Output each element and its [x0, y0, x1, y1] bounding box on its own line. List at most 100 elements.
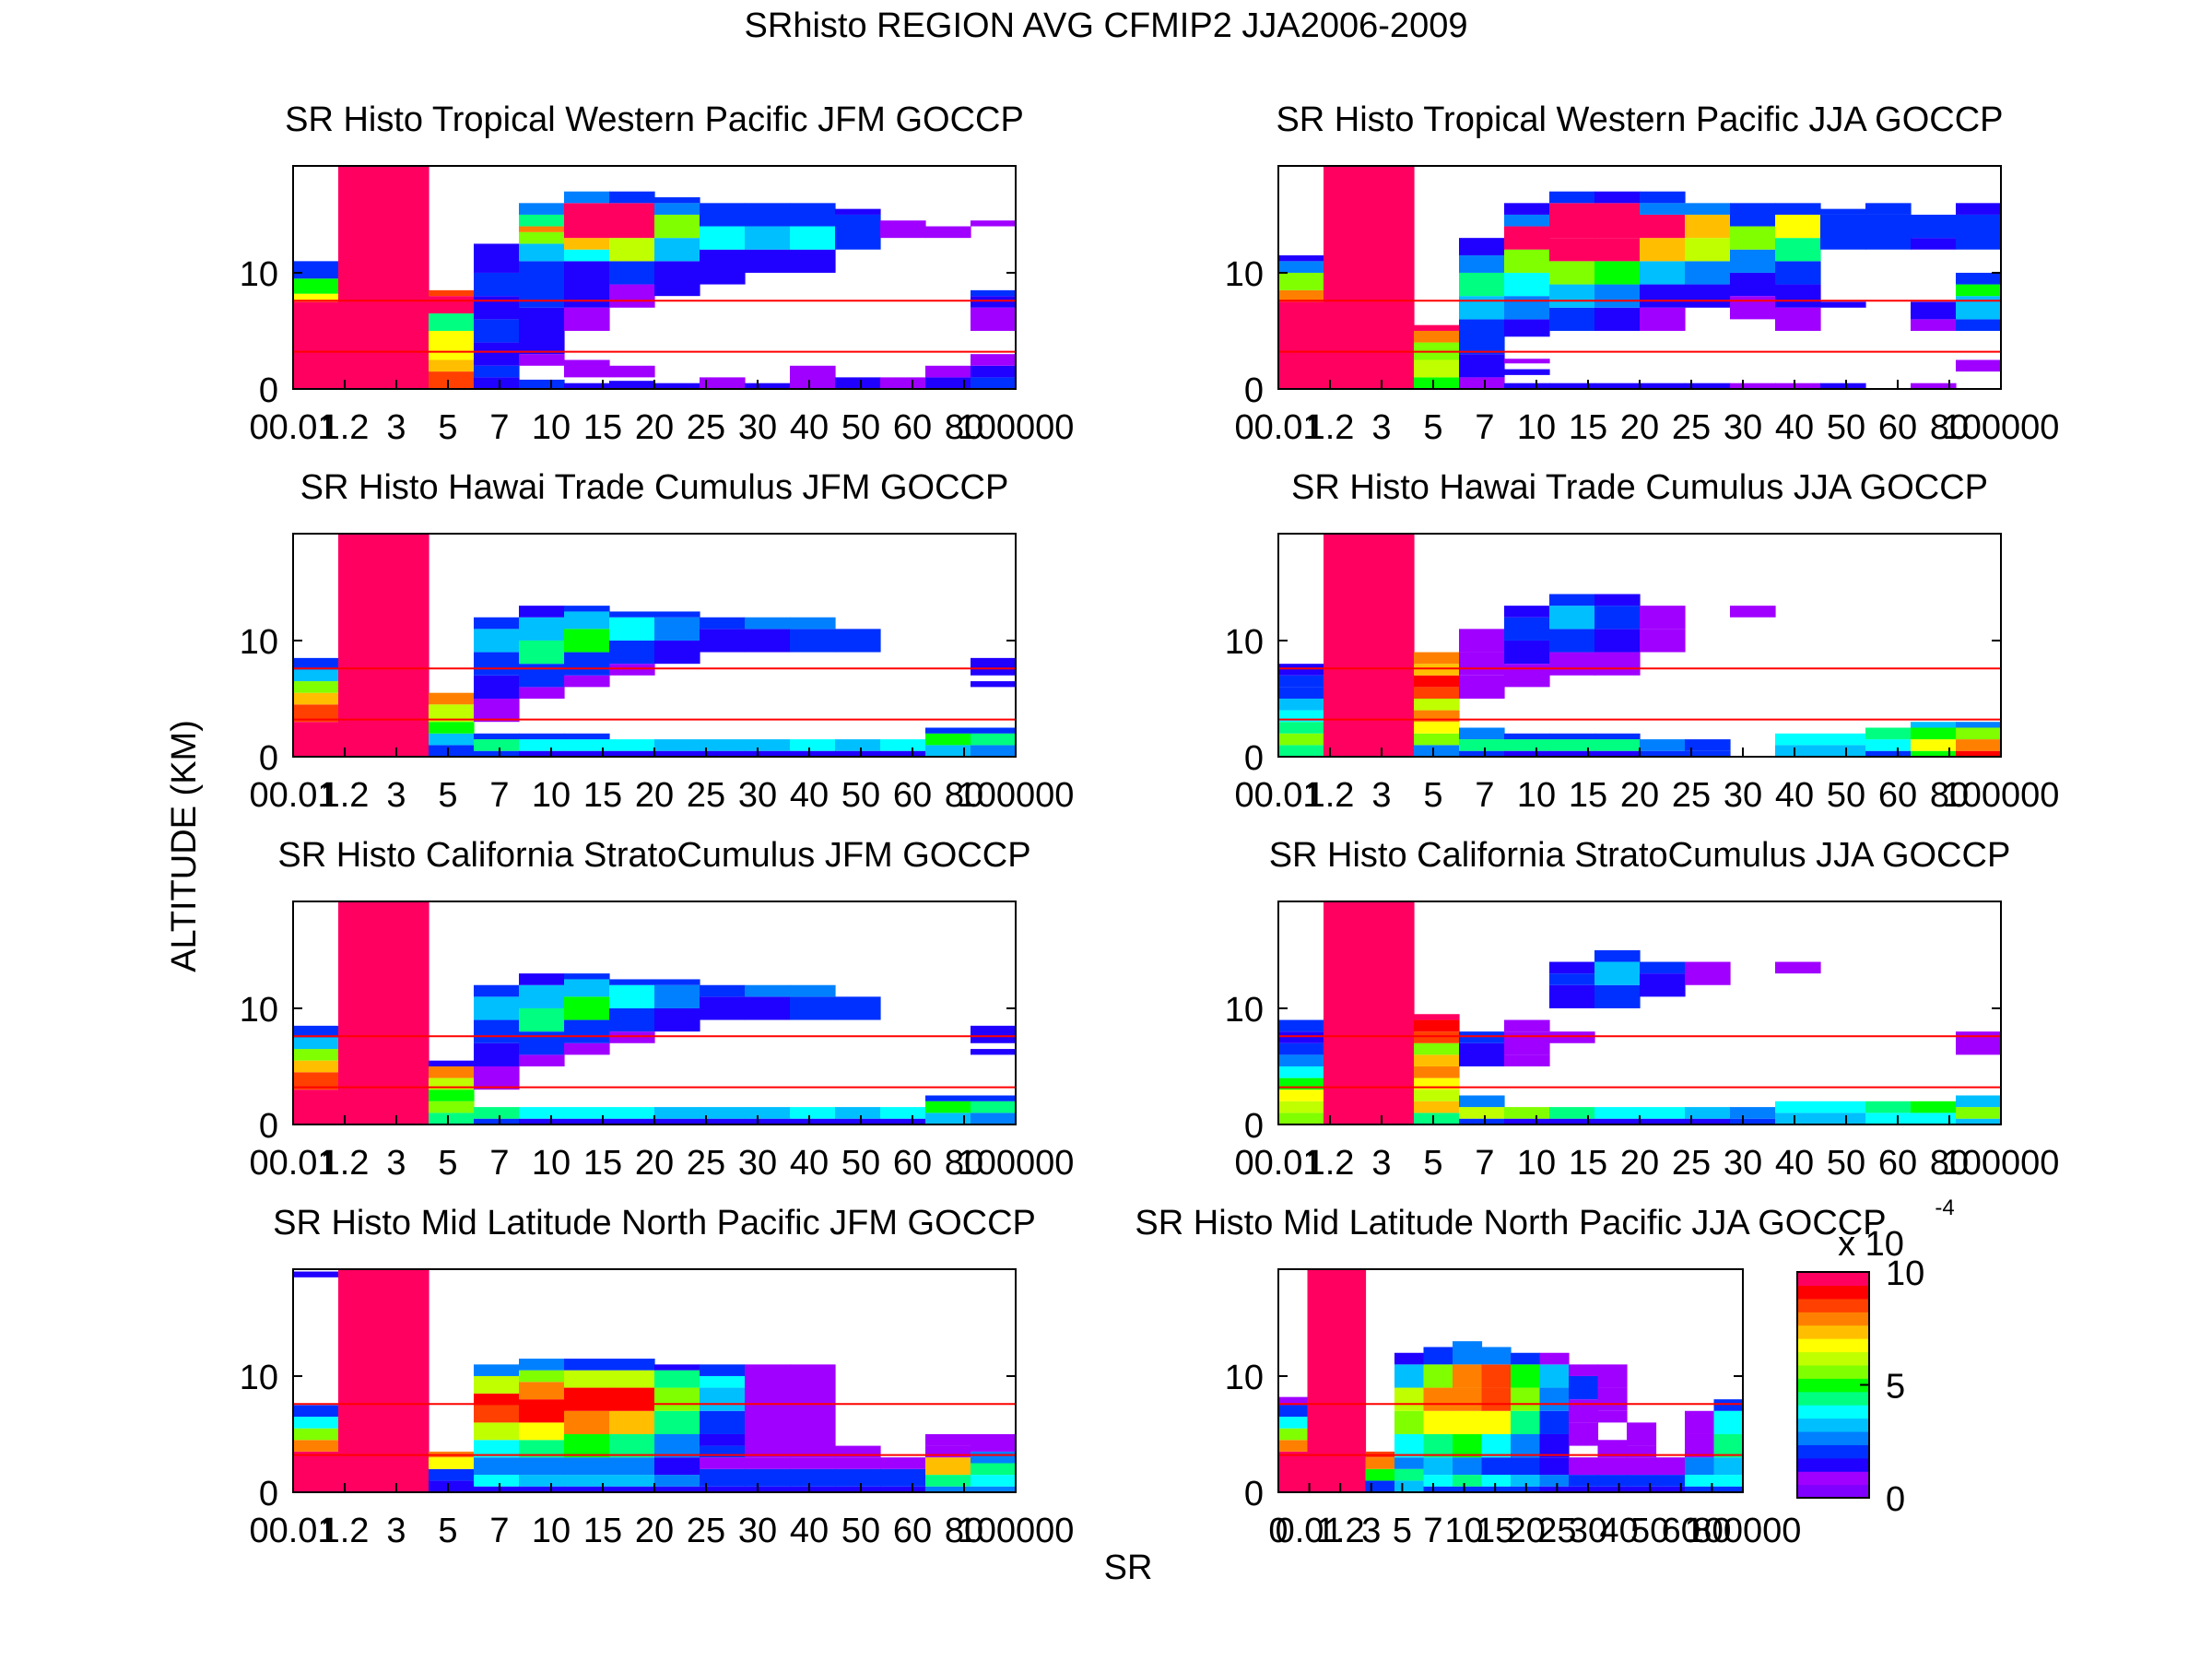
heatmap-cell — [654, 1486, 700, 1492]
x-tick-label: 3 — [1371, 776, 1391, 815]
y-tick-label: 10 — [240, 991, 278, 1030]
heatmap-cell — [1453, 1410, 1483, 1434]
x-tick-label: 50 — [1827, 408, 1865, 447]
heatmap-cell — [1459, 238, 1505, 256]
x-tick-label: 100000 — [1943, 408, 2060, 447]
heatmap-cell — [654, 214, 700, 239]
heatmap-cell — [293, 1025, 339, 1038]
heatmap-cell — [338, 1269, 384, 1492]
heatmap-cell — [1336, 1269, 1367, 1492]
heatmap-cell — [564, 733, 610, 740]
heatmap-cell — [1597, 1387, 1628, 1411]
heatmap-cell — [474, 1042, 520, 1066]
heatmap-cell — [1685, 1475, 1715, 1487]
heatmap-cell — [609, 1370, 655, 1388]
heatmap-cell — [609, 1410, 655, 1434]
x-tick-label: 25 — [687, 1144, 725, 1183]
heatmap-cell — [519, 1359, 565, 1371]
heatmap-cell — [1365, 1480, 1395, 1492]
colorbar-swatch — [1797, 1324, 1869, 1339]
heatmap-cell — [1775, 238, 1821, 262]
heatmap-cell — [1685, 284, 1731, 308]
x-tick-label: 1.2 — [1306, 1144, 1355, 1183]
heatmap-cell — [474, 984, 520, 997]
heatmap-cell — [1956, 284, 2002, 297]
heatmap-cell — [1594, 961, 1641, 985]
heatmap-cell — [1459, 1031, 1505, 1043]
heatmap-cell — [609, 611, 655, 618]
panel-title: SR Histo California StratoCumulus JFM GO… — [277, 836, 1030, 875]
heatmap-cell — [1365, 1457, 1395, 1469]
heatmap-cell — [654, 1118, 700, 1124]
heatmap-cell — [880, 1107, 926, 1119]
heatmap-cell — [1640, 284, 1686, 308]
heatmap-cell — [429, 296, 475, 314]
heatmap-cell — [1453, 1457, 1483, 1476]
heatmap-cell — [1713, 1475, 1744, 1487]
heatmap-cell — [1504, 617, 1550, 641]
x-tick-label: 7 — [489, 408, 509, 447]
heatmap-cell — [1549, 203, 1595, 239]
x-tick-label: 80 — [1930, 1144, 1969, 1183]
heatmap-cell — [519, 226, 565, 232]
heatmap-cell — [474, 733, 520, 740]
x-tick-label: 5 — [438, 408, 457, 447]
heatmap-cell — [654, 1364, 700, 1371]
heatmap-cell — [1569, 1364, 1599, 1376]
heatmap-cell — [1414, 359, 1460, 378]
x-tick-label: 40 — [790, 776, 829, 815]
heatmap-cell — [1597, 1457, 1628, 1476]
heatmap-cell — [1459, 354, 1505, 378]
heatmap-cell — [700, 1364, 746, 1376]
heatmap-cell — [1459, 675, 1505, 699]
heatmap-cell — [1414, 1014, 1460, 1020]
heatmap-cell — [1594, 750, 1641, 757]
heatmap-cell — [700, 203, 746, 227]
heatmap-cell — [474, 1457, 520, 1476]
heatmap-cell — [1911, 1113, 1957, 1124]
heatmap-cell — [745, 1364, 791, 1458]
heatmap-cell — [1685, 1433, 1715, 1458]
x-tick-label: 50 — [1827, 1144, 1865, 1183]
heatmap-cell — [1549, 733, 1595, 740]
x-tick-label: 5 — [438, 776, 457, 815]
x-tick-label: 5 — [438, 1144, 457, 1183]
heatmap-cell — [1775, 733, 1821, 746]
heatmap-cell — [790, 203, 836, 227]
colorbar-swatch — [1797, 1418, 1869, 1432]
heatmap-cell — [519, 733, 565, 740]
heatmap-cell — [293, 1440, 339, 1452]
heatmap-cell — [1640, 1118, 1686, 1124]
heatmap-cell — [1278, 1113, 1324, 1124]
heatmap-cell — [1504, 750, 1550, 757]
heatmap-cell — [1278, 1417, 1309, 1429]
y-tick-label: 10 — [1225, 991, 1264, 1030]
heatmap-cell — [1414, 1031, 1460, 1043]
heatmap-cell — [1511, 1410, 1541, 1434]
heatmap-cell — [564, 1410, 610, 1434]
heatmap-cell — [790, 1457, 836, 1469]
heatmap-cell — [1730, 249, 1776, 273]
heatmap-cell — [564, 1486, 610, 1492]
panel-6: SR Histo California StratoCumulus JJA GO… — [1225, 836, 2060, 1183]
x-tick-label: 40 — [1599, 1512, 1638, 1550]
heatmap-cell — [609, 191, 655, 204]
heatmap-cell — [971, 1113, 1017, 1124]
heatmap-cell — [700, 996, 746, 1020]
heatmap-cell — [1569, 1475, 1599, 1487]
y-tick-label: 0 — [259, 1107, 278, 1146]
heatmap-cell — [1394, 1364, 1425, 1388]
x-tick-label: 60 — [1878, 776, 1917, 815]
heatmap-cell — [293, 293, 339, 302]
heatmap-cell — [1685, 739, 1731, 751]
heatmap-cell — [1549, 261, 1595, 285]
heatmap-cell — [1414, 652, 1460, 665]
x-tick-label: 7 — [489, 1512, 509, 1550]
heatmap-cell — [293, 1271, 339, 1277]
heatmap-cell — [1423, 1457, 1453, 1476]
heatmap-cell — [429, 704, 475, 723]
heatmap-cell — [1459, 319, 1505, 355]
heatmap-cell — [474, 1364, 520, 1376]
heatmap-cell — [835, 1118, 881, 1124]
heatmap-cell — [1911, 301, 1957, 320]
